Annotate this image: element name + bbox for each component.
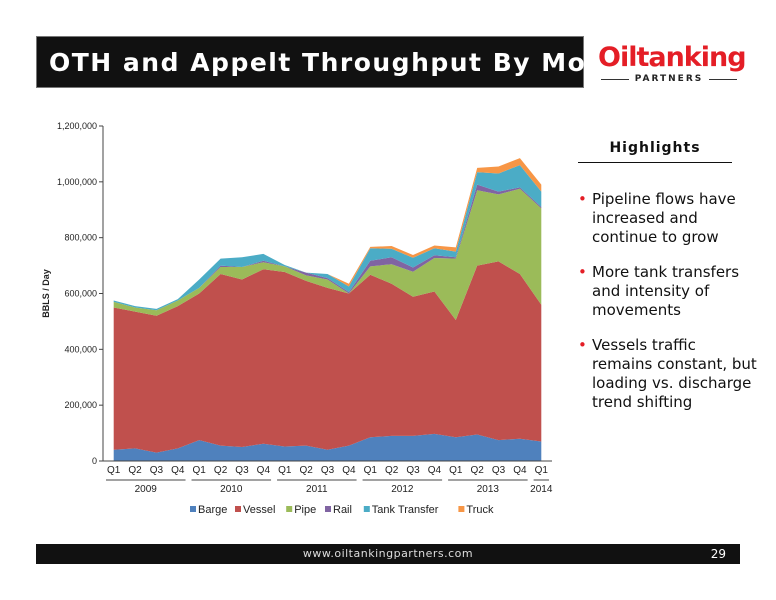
page-title: OTH and Appelt Throughput By Mode: [49, 47, 625, 77]
x-tick-label: Q4: [257, 465, 271, 476]
x-tick-label: Q1: [449, 465, 463, 476]
year-group-label: 2014: [530, 484, 553, 495]
legend-swatch: [325, 506, 331, 512]
bullet-icon: •: [578, 263, 587, 281]
logo-rule-left: [600, 78, 629, 80]
logo-subtext: PARTNERS: [634, 74, 704, 84]
x-tick-label: Q4: [342, 465, 356, 476]
highlights-list: • Pipeline flows have increased and conti…: [578, 190, 758, 428]
x-tick-label: Q2: [214, 465, 228, 476]
year-group-label: 2010: [220, 484, 243, 495]
x-tick-label: Q1: [193, 465, 207, 476]
title-bar: OTH and Appelt Throughput By Mode: [36, 36, 623, 88]
x-tick-label: Q3: [150, 465, 164, 476]
y-tick-label: 200,000: [64, 400, 97, 410]
legend-label: Vessel: [243, 504, 275, 516]
logo-wordmark: Oiltanking: [598, 42, 747, 73]
highlights-heading: Highlights: [609, 140, 701, 156]
x-tick-label: Q1: [278, 465, 292, 476]
y-tick-label: 0: [92, 456, 97, 466]
highlight-item: • More tank transfers and intensity of mo…: [578, 263, 758, 320]
logo-rule-right: [709, 78, 738, 80]
x-tick-label: Q3: [235, 465, 249, 476]
legend-swatch: [286, 506, 293, 512]
x-tick-label: Q4: [513, 465, 527, 476]
x-tick-label: Q3: [406, 465, 420, 476]
year-group-label: 2012: [391, 484, 414, 495]
bullet-icon: •: [578, 336, 587, 354]
page-number: 29: [710, 547, 726, 561]
bullet-icon: •: [578, 190, 587, 208]
highlight-text: Pipeline flows have increased and contin…: [592, 190, 736, 246]
y-axis-label: BBLS / Day: [41, 269, 51, 318]
y-tick-label: 600,000: [64, 289, 97, 299]
x-tick-label: Q4: [171, 465, 185, 476]
area-pipe: [113, 188, 542, 320]
legend-swatch: [363, 506, 370, 512]
x-tick-label: Q2: [299, 465, 313, 476]
x-tick-label: Q3: [321, 465, 335, 476]
highlight-text: Vessels traffic remains constant, but lo…: [592, 336, 757, 411]
legend-label: Rail: [333, 504, 352, 516]
legend-label: Pipe: [294, 504, 316, 516]
year-group-label: 2013: [477, 484, 500, 495]
legend-swatch: [458, 506, 465, 512]
legend-swatch: [190, 506, 196, 512]
x-tick-label: Q3: [492, 465, 506, 476]
x-tick-label: Q2: [128, 465, 142, 476]
x-tick-label: Q2: [385, 465, 399, 476]
y-tick-label: 400,000: [64, 344, 97, 354]
area-truck: [113, 158, 542, 309]
footer-bar: www.oiltankingpartners.com 29: [36, 544, 740, 564]
y-tick-label: 800,000: [64, 233, 97, 243]
x-tick-label: Q1: [107, 465, 121, 476]
highlights-divider: [578, 162, 732, 163]
legend-label: Barge: [198, 504, 227, 516]
highlight-text: More tank transfers and intensity of mov…: [592, 263, 740, 319]
area-barge: [113, 433, 542, 461]
highlight-item: • Pipeline flows have increased and conti…: [578, 190, 758, 247]
area-tank-transfer: [113, 165, 542, 311]
legend-swatch: [235, 506, 241, 512]
x-tick-label: Q1: [364, 465, 378, 476]
legend-label: Tank Transfer: [372, 504, 439, 516]
year-group-label: 2009: [135, 484, 158, 495]
logo-subline: PARTNERS: [594, 74, 744, 84]
x-tick-label: Q2: [470, 465, 484, 476]
footer-url: www.oiltankingpartners.com: [302, 547, 474, 560]
highlight-item: • Vessels traffic remains constant, but l…: [578, 336, 758, 412]
throughput-chart: 0 200,000 400,000 600,000 800,000 1,000,000 1,…: [41, 121, 553, 516]
oiltanking-logo: Oiltanking PARTNERS: [594, 40, 747, 88]
x-tick-label: Q1: [535, 465, 549, 476]
y-tick-label: 1,200,000: [57, 121, 97, 131]
year-group-label: 2011: [306, 484, 328, 495]
y-tick-label: 1,000,000: [57, 177, 97, 187]
legend-label: Truck: [466, 504, 494, 516]
x-tick-label: Q4: [428, 465, 442, 476]
area-vessel: [113, 261, 542, 453]
